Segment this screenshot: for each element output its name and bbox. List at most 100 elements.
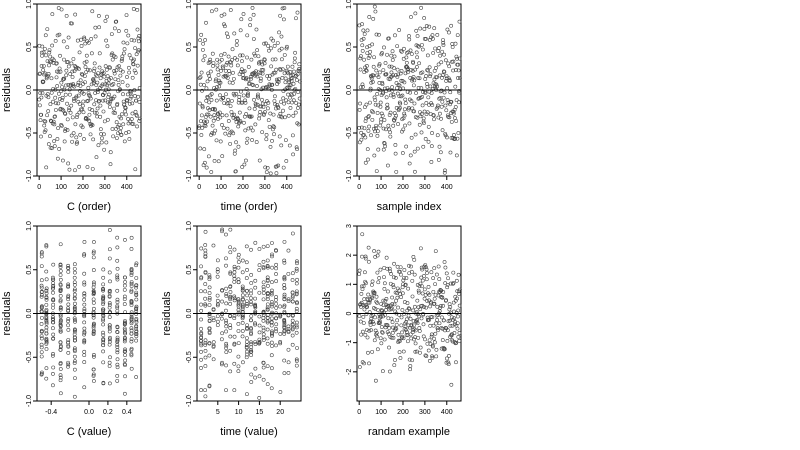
data-point bbox=[39, 294, 44, 299]
data-point bbox=[400, 93, 405, 98]
data-point bbox=[121, 40, 126, 45]
data-point bbox=[413, 304, 417, 309]
data-point bbox=[269, 320, 274, 325]
data-point bbox=[243, 128, 248, 133]
data-point bbox=[39, 134, 43, 139]
data-point bbox=[39, 64, 44, 68]
data-point bbox=[290, 342, 295, 347]
data-point bbox=[264, 137, 269, 142]
data-point bbox=[43, 119, 48, 124]
data-point bbox=[232, 274, 237, 278]
data-point bbox=[82, 252, 87, 257]
data-point bbox=[387, 326, 392, 330]
data-point bbox=[79, 44, 84, 48]
data-point bbox=[448, 323, 453, 328]
data-point bbox=[443, 131, 448, 136]
data-point bbox=[294, 330, 299, 335]
data-point bbox=[133, 167, 138, 172]
data-point bbox=[220, 360, 224, 365]
data-point bbox=[455, 326, 460, 331]
data-point bbox=[219, 337, 224, 342]
data-point bbox=[402, 113, 407, 118]
data-point bbox=[129, 353, 134, 358]
data-point bbox=[81, 91, 86, 96]
data-point bbox=[412, 272, 417, 277]
data-point bbox=[419, 112, 424, 117]
data-point bbox=[199, 317, 203, 322]
data-point bbox=[42, 46, 47, 51]
data-point bbox=[445, 27, 450, 32]
data-point bbox=[129, 303, 134, 307]
data-point bbox=[245, 339, 249, 344]
data-point bbox=[58, 298, 63, 303]
data-point bbox=[66, 340, 71, 345]
data-point bbox=[404, 60, 409, 65]
data-point bbox=[207, 353, 212, 358]
data-point bbox=[411, 83, 416, 88]
y-tick-label: 0.5 bbox=[26, 265, 33, 275]
data-point bbox=[203, 388, 208, 393]
data-point bbox=[432, 301, 437, 306]
data-point bbox=[207, 291, 212, 295]
data-point bbox=[58, 307, 63, 312]
data-point bbox=[286, 271, 291, 276]
y-tick-label: -1.0 bbox=[26, 395, 33, 407]
data-point bbox=[416, 288, 421, 293]
data-point bbox=[103, 64, 108, 69]
data-point bbox=[391, 283, 396, 287]
data-point bbox=[220, 299, 224, 304]
data-point bbox=[85, 165, 90, 169]
data-point bbox=[420, 70, 425, 75]
data-point bbox=[44, 286, 49, 291]
y-tick-label: 3 bbox=[346, 224, 353, 228]
data-point bbox=[94, 83, 99, 87]
data-point bbox=[364, 303, 369, 307]
data-point bbox=[199, 264, 203, 269]
x-tick-label: 0.0 bbox=[84, 409, 94, 416]
data-point bbox=[97, 65, 102, 70]
data-point bbox=[107, 305, 112, 310]
data-point bbox=[277, 30, 281, 35]
data-point bbox=[390, 320, 395, 325]
x-tick-label: -0.4 bbox=[45, 409, 57, 416]
data-point bbox=[278, 340, 283, 344]
data-point bbox=[454, 98, 459, 103]
data-point bbox=[387, 113, 392, 117]
data-point bbox=[95, 74, 99, 79]
data-point bbox=[387, 345, 391, 350]
data-point bbox=[66, 269, 71, 274]
data-point bbox=[357, 272, 362, 276]
data-point bbox=[279, 34, 284, 39]
data-point bbox=[65, 117, 70, 122]
data-point bbox=[453, 84, 458, 89]
y-axis-label: residuals bbox=[321, 291, 333, 336]
data-point bbox=[51, 315, 55, 319]
data-point bbox=[360, 254, 364, 259]
data-point bbox=[51, 275, 55, 280]
data-point bbox=[381, 90, 386, 95]
data-point bbox=[241, 360, 245, 365]
data-point bbox=[96, 99, 101, 104]
data-point bbox=[77, 102, 82, 106]
data-point bbox=[286, 299, 291, 303]
data-point bbox=[269, 353, 274, 358]
data-point bbox=[221, 125, 226, 130]
data-point bbox=[62, 76, 67, 81]
data-point bbox=[267, 124, 272, 129]
data-point bbox=[435, 84, 439, 89]
data-point bbox=[199, 70, 204, 75]
data-point bbox=[228, 295, 233, 300]
data-point bbox=[51, 99, 55, 104]
data-point bbox=[432, 296, 437, 301]
data-point bbox=[248, 17, 253, 22]
data-point bbox=[276, 106, 281, 110]
data-point bbox=[124, 13, 129, 17]
data-point bbox=[260, 97, 264, 102]
data-point bbox=[265, 265, 270, 270]
data-point bbox=[392, 302, 397, 307]
data-point bbox=[245, 33, 250, 38]
data-point bbox=[66, 319, 70, 324]
data-point bbox=[294, 16, 298, 21]
data-point bbox=[418, 307, 423, 312]
data-point bbox=[58, 378, 63, 383]
